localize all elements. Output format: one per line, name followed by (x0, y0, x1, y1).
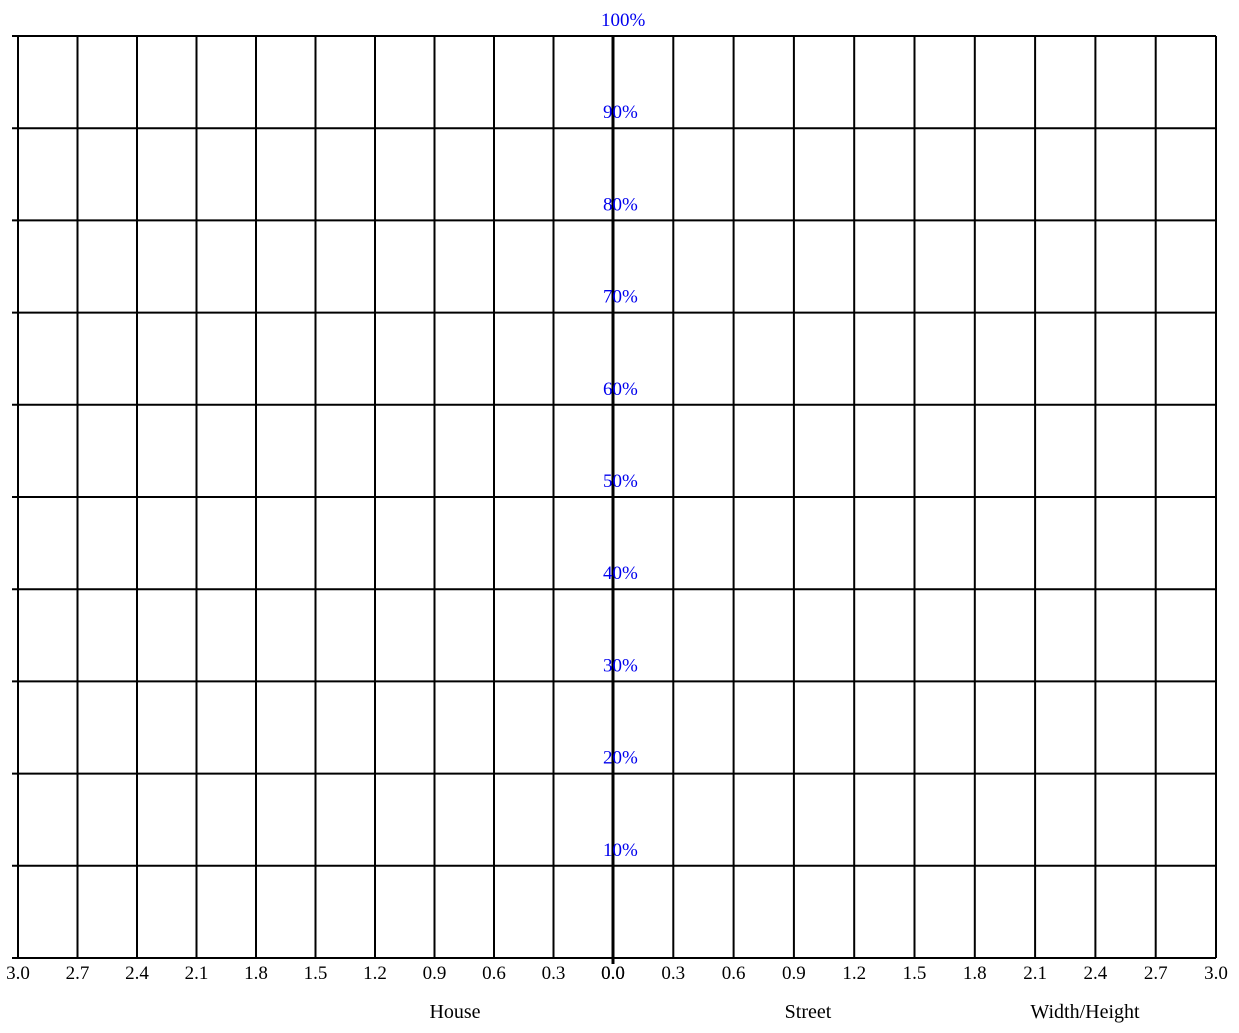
y-tick-label: 100% (601, 10, 646, 31)
y-tick-label: 10% (603, 840, 638, 861)
x-tick-label-left: 2.7 (66, 963, 90, 984)
x-tick-label-right: 0.3 (661, 963, 685, 984)
y-tick-label: 20% (603, 748, 638, 769)
x-tick-label-right: 0.6 (722, 963, 746, 984)
y-tick-label: 30% (603, 655, 638, 676)
x-tick-label-right: 1.8 (963, 963, 987, 984)
x-tick-label-right: 0.0 (601, 963, 625, 984)
street-label: Street (785, 1001, 832, 1023)
y-tick-label: 80% (603, 194, 638, 215)
x-tick-label-right: 2.7 (1144, 963, 1168, 984)
x-tick-label-left: 1.8 (244, 963, 268, 984)
x-tick-label-right: 0.9 (782, 963, 806, 984)
y-tick-label: 60% (603, 379, 638, 400)
x-tick-label-left: 1.5 (304, 963, 328, 984)
x-tick-label-right: 3.0 (1204, 963, 1228, 984)
x-tick-label-left: 2.1 (185, 963, 209, 984)
width-height-label: Width/Height (1030, 1001, 1140, 1023)
y-tick-label: 70% (603, 287, 638, 308)
house-label: House (429, 1001, 480, 1023)
x-tick-labels: 3.0 2.7 2.4 2.1 1.8 1.5 1.2 0.9 0.6 0.3 0.00.0 0.3 0… (6, 963, 1228, 984)
y-tick-labels: 10% 20% 30% 40% 50% 60% 70% 80% 90% 100% (601, 10, 646, 861)
x-tick-label-right: 1.2 (842, 963, 866, 984)
y-tick-label: 50% (603, 471, 638, 492)
y-tick-label: 40% (603, 563, 638, 584)
x-tick-label-left: 1.2 (363, 963, 387, 984)
x-tick-label-left: 2.4 (125, 963, 149, 984)
footer-labels: House Street Width/Height (429, 1001, 1140, 1023)
x-tick-label-left: 0.6 (482, 963, 506, 984)
y-tick-label: 90% (603, 102, 638, 123)
x-tick-label-left: 3.0 (6, 963, 30, 984)
x-tick-label-right: 2.1 (1023, 963, 1047, 984)
x-tick-label-right: 1.5 (903, 963, 927, 984)
x-tick-label-right: 2.4 (1084, 963, 1108, 984)
x-tick-label-left: 0.3 (542, 963, 566, 984)
x-tick-label-left: 0.9 (423, 963, 447, 984)
x-tick-label-left: 0.0 (601, 963, 625, 984)
